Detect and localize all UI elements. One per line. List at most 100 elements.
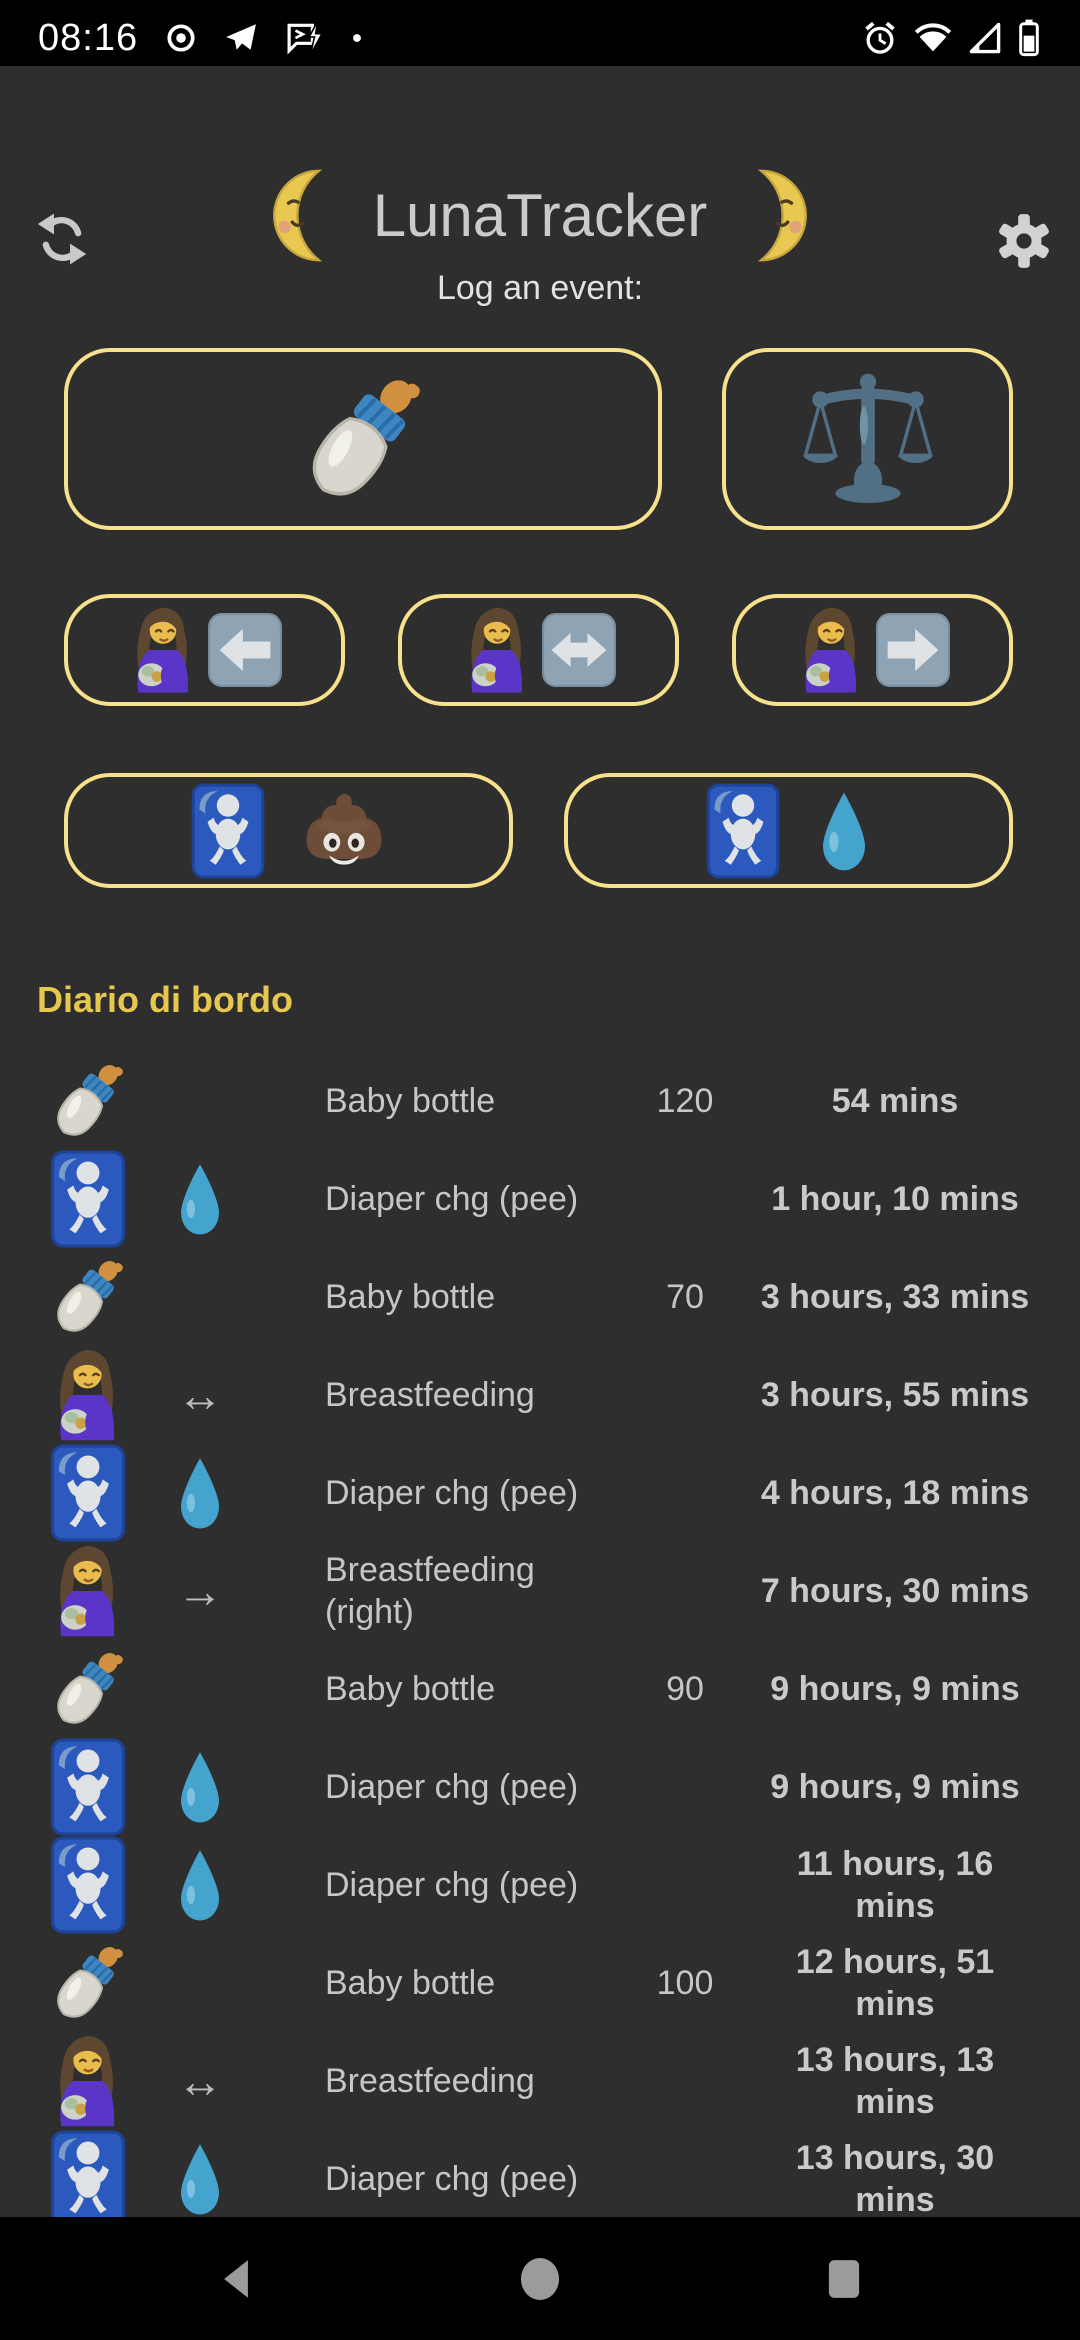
log-baby-bottle-button[interactable] bbox=[64, 348, 662, 530]
right-arrow-glyph: → bbox=[177, 1565, 223, 1617]
back-button[interactable] bbox=[214, 2254, 258, 2304]
battery-icon bbox=[1018, 19, 1040, 57]
log-row-secondary-icon-cell bbox=[145, 1455, 255, 1531]
moon-right-face-icon bbox=[725, 168, 820, 263]
baby-symbol-icon bbox=[50, 2130, 126, 2228]
log-row[interactable]: ↔ Breastfeeding 13 hours, 13 mins bbox=[0, 2032, 1080, 2130]
left-right-arrow-glyph: ↔ bbox=[177, 2055, 223, 2107]
notification-dot-icon bbox=[350, 31, 364, 45]
log-row-primary-icon-cell bbox=[30, 1346, 145, 1444]
event-buttons-row-3 bbox=[64, 773, 1013, 888]
settings-button[interactable] bbox=[996, 213, 1052, 269]
log-row-label: Baby bottle bbox=[325, 1081, 496, 1120]
log-row-elapsed-time: 54 mins bbox=[831, 1081, 959, 1120]
refresh-button[interactable] bbox=[34, 209, 90, 269]
log-row-primary-icon-cell bbox=[30, 1444, 145, 1542]
left-right-arrow-glyph: ↔ bbox=[177, 1369, 223, 1421]
baby-symbol-icon bbox=[191, 783, 265, 879]
baby-bottle-icon bbox=[56, 1937, 123, 2029]
arrow-right-square-icon bbox=[875, 612, 951, 688]
log-weight-button[interactable] bbox=[722, 348, 1013, 530]
record-circle-icon bbox=[164, 21, 198, 55]
log-row[interactable]: Diaper chg (pee) 13 hours, 30 mins bbox=[0, 2130, 1080, 2228]
log-row-primary-icon-cell bbox=[30, 1542, 145, 1640]
breastfeeding-icon bbox=[49, 2032, 126, 2130]
log-row-elapsed-time: 7 hours, 30 mins bbox=[760, 1571, 1030, 1610]
log-row-label: Diaper chg (pee) bbox=[325, 2159, 579, 2198]
wifi-icon bbox=[914, 21, 952, 55]
log-row-elapsed-time: 9 hours, 9 mins bbox=[770, 1767, 1020, 1806]
nav-back-icon bbox=[219, 2255, 253, 2303]
log-row-quantity: 120 bbox=[656, 1081, 714, 1120]
baby-bottle-icon bbox=[312, 364, 420, 514]
log-row-primary-icon-cell bbox=[30, 1055, 145, 1147]
log-heading: Diario di bordo bbox=[37, 979, 293, 1020]
log-row-label: Breastfeeding bbox=[325, 1375, 535, 1414]
droplet-icon bbox=[175, 1749, 225, 1825]
log-row-elapsed-time: 13 hours, 30 mins bbox=[795, 2138, 995, 2220]
log-row-label: Breastfeeding bbox=[325, 2061, 535, 2100]
telegram-icon bbox=[222, 21, 260, 55]
log-breastfeeding-right-button[interactable] bbox=[732, 594, 1013, 706]
breastfeeding-icon bbox=[795, 604, 867, 696]
log-row[interactable]: Baby bottle 100 12 hours, 51 mins bbox=[0, 1934, 1080, 2032]
log-row[interactable]: Baby bottle 120 54 mins bbox=[0, 1052, 1080, 1150]
droplet-icon bbox=[175, 2141, 225, 2217]
log-row-elapsed-time: 1 hour, 10 mins bbox=[771, 1179, 1019, 1218]
breastfeeding-icon bbox=[127, 604, 199, 696]
log-row-label: Baby bottle bbox=[325, 1963, 496, 2002]
log-row-elapsed-time: 11 hours, 16 mins bbox=[796, 1844, 994, 1926]
clock-time: 08:16 bbox=[38, 16, 139, 59]
log-row[interactable]: Baby bottle 90 9 hours, 9 mins bbox=[0, 1640, 1080, 1738]
log-row[interactable]: ↔ Breastfeeding 3 hours, 55 mins bbox=[0, 1346, 1080, 1444]
log-row[interactable]: → Breastfeeding (right) 7 hours, 30 mins bbox=[0, 1542, 1080, 1640]
log-row[interactable]: Diaper chg (pee) 4 hours, 18 mins bbox=[0, 1444, 1080, 1542]
event-buttons-row-1 bbox=[64, 348, 1013, 530]
log-row[interactable]: Diaper chg (pee) 1 hour, 10 mins bbox=[0, 1150, 1080, 1248]
log-row-primary-icon-cell bbox=[30, 1251, 145, 1343]
log-row-secondary-icon-cell bbox=[145, 1749, 255, 1825]
log-diaper-pee-button[interactable] bbox=[564, 773, 1013, 888]
nav-recents-icon bbox=[827, 2258, 861, 2300]
baby-symbol-icon bbox=[50, 1738, 126, 1836]
log-row-elapsed-time: 3 hours, 55 mins bbox=[760, 1375, 1030, 1414]
log-row-elapsed-time: 3 hours, 33 mins bbox=[760, 1277, 1030, 1316]
droplet-icon bbox=[175, 1161, 225, 1237]
log-row[interactable]: Diaper chg (pee) 9 hours, 9 mins bbox=[0, 1738, 1080, 1836]
baby-symbol-icon bbox=[706, 783, 780, 879]
log-row-label: Diaper chg (pee) bbox=[325, 1179, 579, 1218]
breastfeeding-icon bbox=[49, 1346, 126, 1444]
log-row-primary-icon-cell bbox=[30, 2032, 145, 2130]
recents-button[interactable] bbox=[822, 2254, 866, 2304]
log-row-primary-icon-cell bbox=[30, 1937, 145, 2029]
status-bar: 08:16 bbox=[0, 0, 1080, 66]
log-breastfeeding-both-button[interactable] bbox=[398, 594, 679, 706]
alarm-icon bbox=[862, 20, 898, 56]
log-row-secondary-icon-cell: ↔ bbox=[145, 2058, 255, 2104]
app-title-row: LunaTracker bbox=[0, 165, 1080, 265]
breastfeeding-icon bbox=[49, 1542, 126, 1640]
baby-symbol-icon bbox=[50, 1444, 126, 1542]
log-row-secondary-icon-cell bbox=[145, 1161, 255, 1237]
log-row-quantity: 100 bbox=[656, 1963, 714, 2002]
app-title: LunaTracker bbox=[372, 181, 708, 249]
home-button[interactable] bbox=[518, 2254, 562, 2304]
log-row-label: Diaper chg (pee) bbox=[325, 1767, 579, 1806]
sync-icon bbox=[34, 209, 90, 269]
log-row[interactable]: Baby bottle 70 3 hours, 33 mins bbox=[0, 1248, 1080, 1346]
app-content: LunaTracker Log an event: Diario di bord… bbox=[0, 165, 1080, 2228]
log-row[interactable]: Diaper chg (pee) 11 hours, 16 mins bbox=[0, 1836, 1080, 1934]
gear-icon bbox=[996, 213, 1052, 269]
baby-bottle-icon bbox=[56, 1251, 123, 1343]
log-row-quantity: 70 bbox=[666, 1277, 704, 1316]
log-row-label: Baby bottle bbox=[325, 1669, 496, 1708]
log-row-label: Diaper chg (pee) bbox=[325, 1865, 579, 1904]
log-row-label: Breastfeeding (right) bbox=[325, 1550, 535, 1632]
arrow-left-square-icon bbox=[207, 612, 283, 688]
log-diaper-poo-button[interactable] bbox=[64, 773, 513, 888]
status-right-icons bbox=[862, 19, 1040, 57]
log-row-elapsed-time: 12 hours, 51 mins bbox=[795, 1942, 995, 2024]
log-row-secondary-icon-cell bbox=[145, 2141, 255, 2217]
log-breastfeeding-left-button[interactable] bbox=[64, 594, 345, 706]
